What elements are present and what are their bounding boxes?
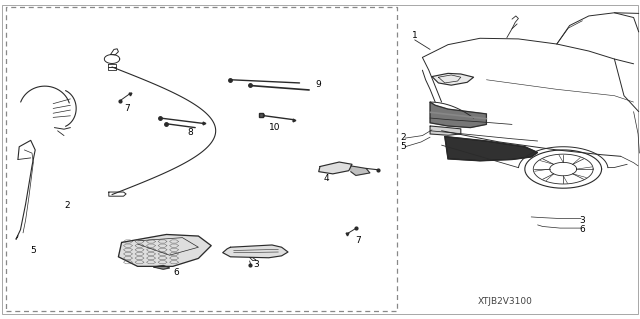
Text: 1: 1 (412, 31, 417, 40)
Text: XTJB2V3100: XTJB2V3100 (478, 297, 533, 306)
Text: 2: 2 (65, 201, 70, 210)
Text: 5: 5 (401, 142, 406, 151)
Polygon shape (351, 166, 370, 175)
Polygon shape (432, 73, 474, 85)
Text: 7: 7 (124, 104, 129, 113)
Text: 3: 3 (253, 260, 259, 269)
Polygon shape (430, 102, 486, 128)
Text: 4: 4 (324, 174, 329, 183)
Text: 2: 2 (401, 133, 406, 142)
Polygon shape (445, 137, 538, 161)
Text: 9: 9 (316, 80, 321, 89)
Text: 8: 8 (188, 128, 193, 137)
Polygon shape (118, 234, 211, 266)
Text: 7: 7 (356, 236, 361, 245)
Polygon shape (319, 162, 352, 174)
Polygon shape (430, 126, 461, 135)
Text: 10: 10 (269, 123, 281, 132)
Text: 6: 6 (580, 225, 585, 234)
Polygon shape (154, 265, 170, 269)
Polygon shape (223, 245, 288, 258)
Text: 5: 5 (31, 246, 36, 255)
Text: 6: 6 (173, 268, 179, 277)
Text: 3: 3 (580, 216, 585, 225)
